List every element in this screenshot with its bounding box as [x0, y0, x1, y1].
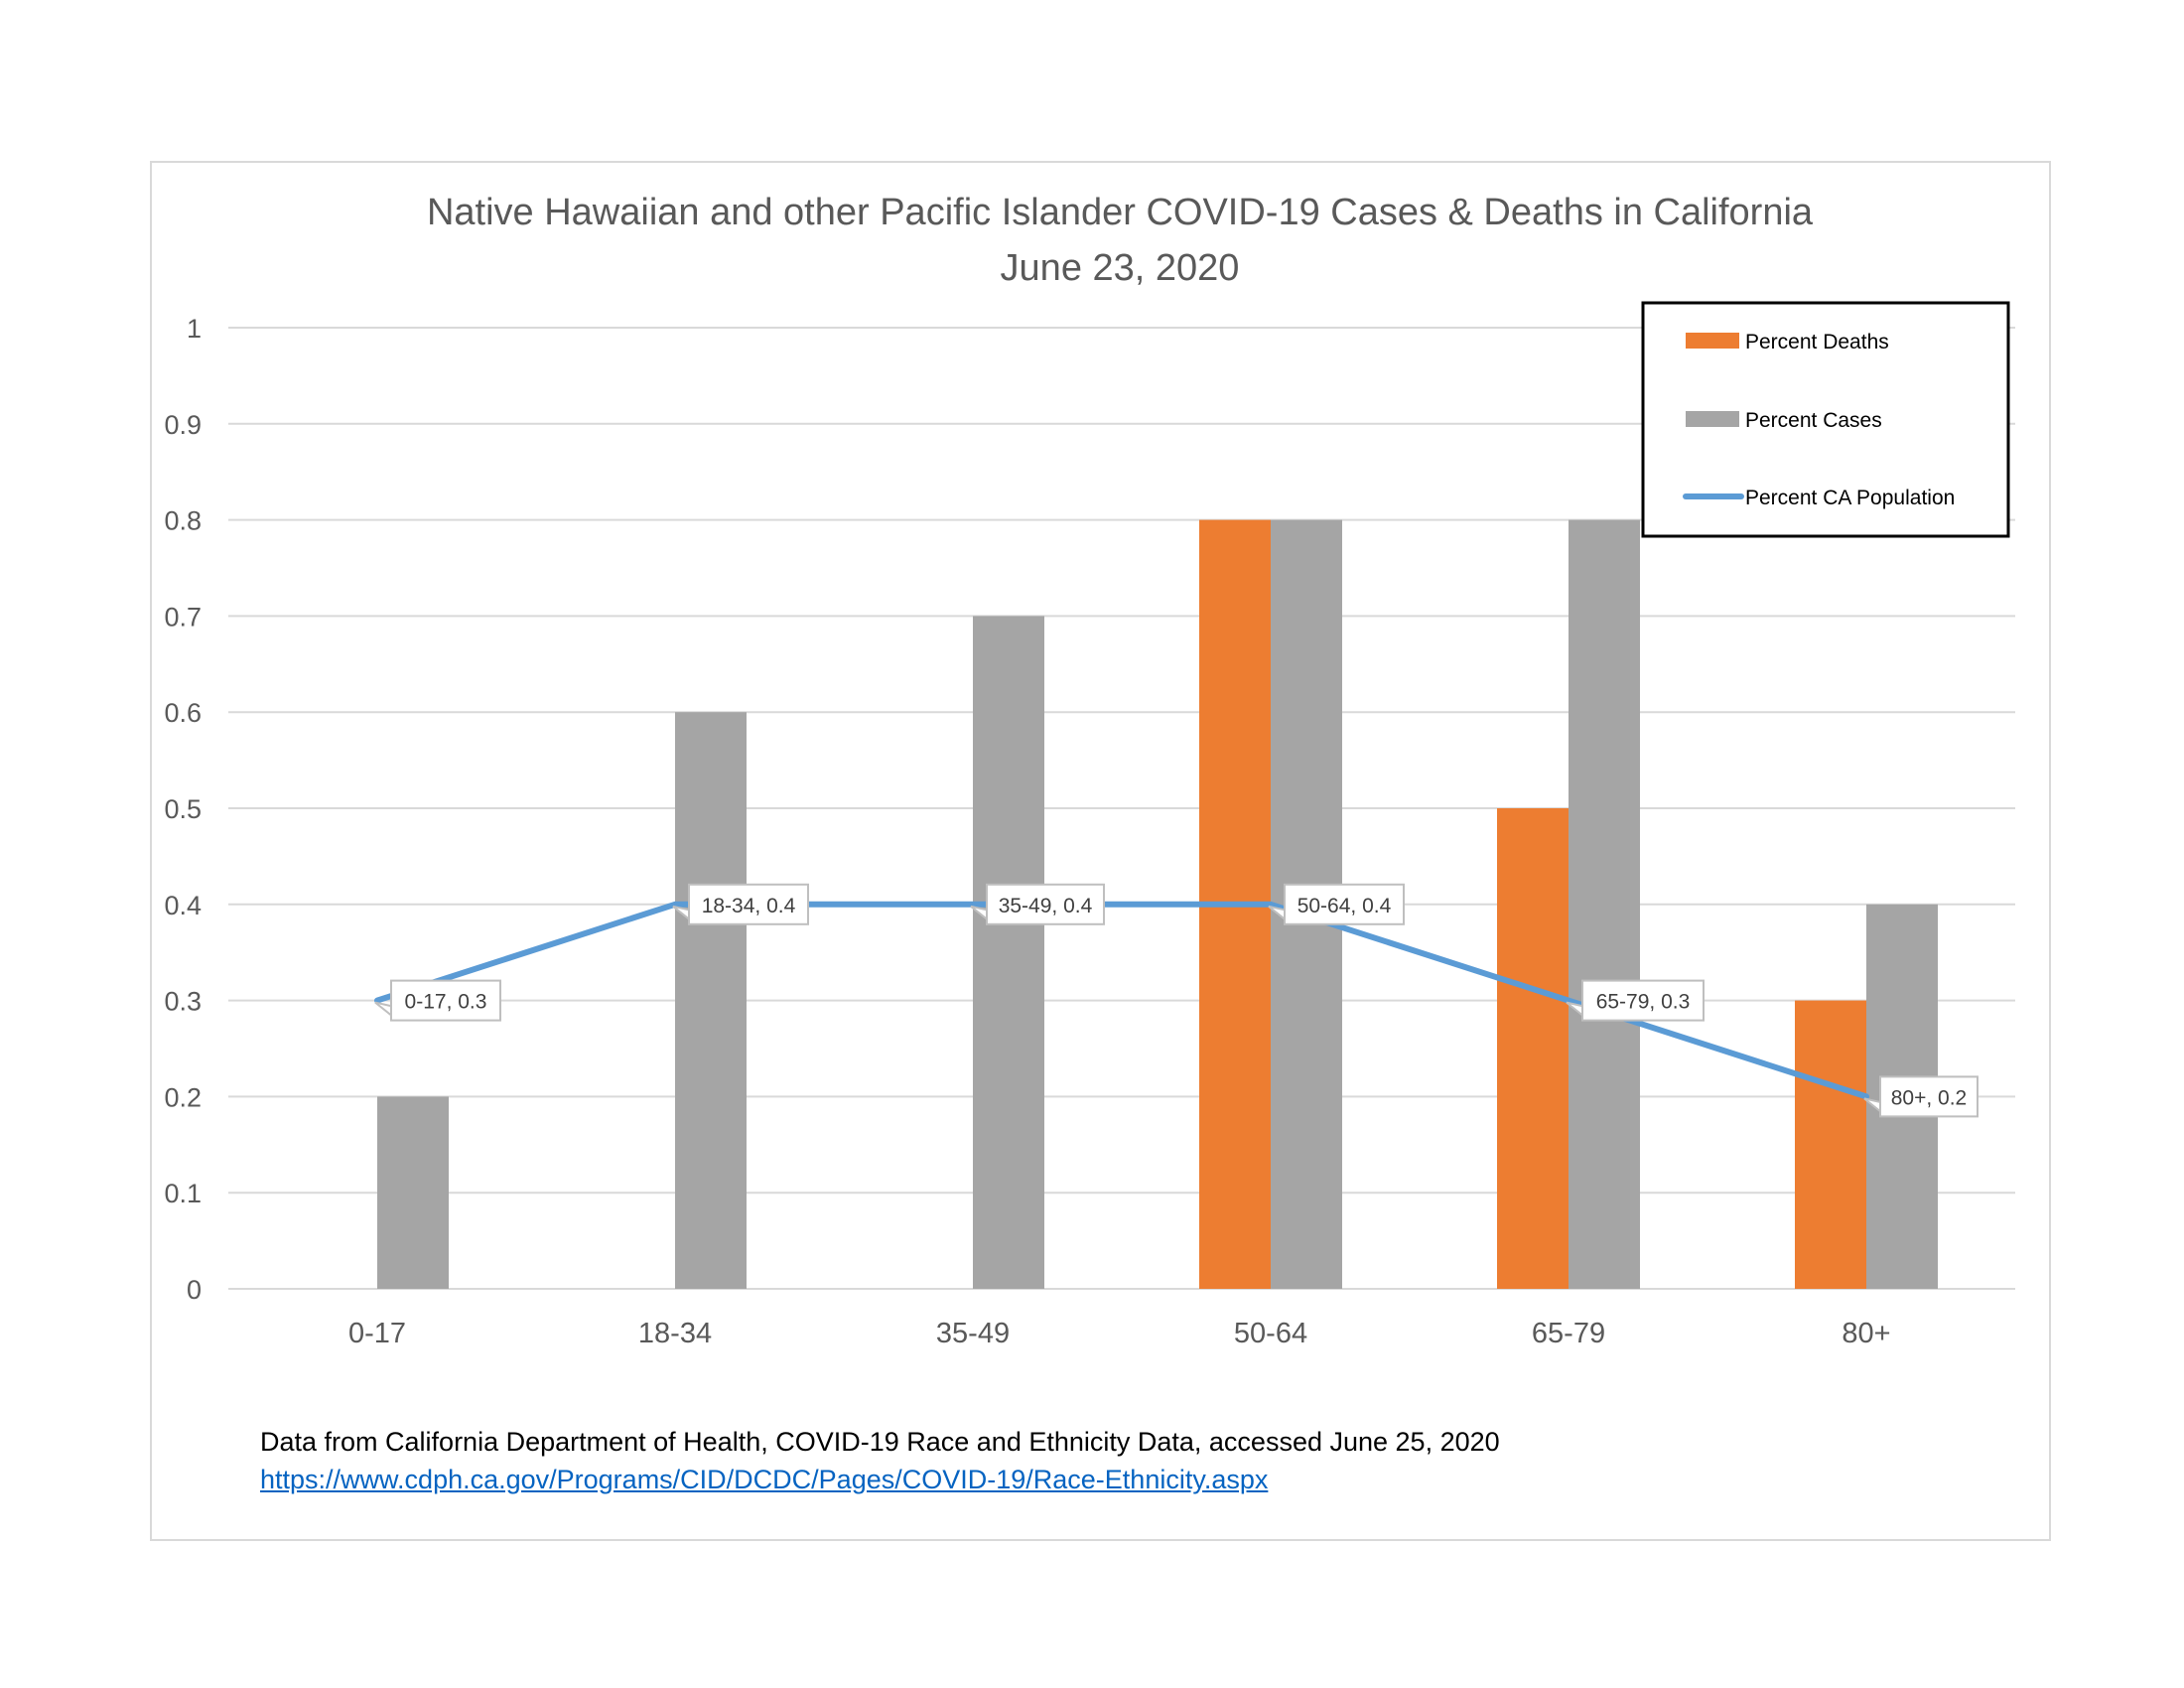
y-tick-label: 0.9 — [164, 410, 202, 440]
legend-label: Percent Cases — [1745, 409, 1882, 432]
chart-subtitle: June 23, 2020 — [1001, 247, 1240, 289]
legend-swatch-deaths — [1686, 333, 1739, 349]
bar-percent-cases — [973, 616, 1044, 1289]
y-axis-ticks: 0 0.1 0.2 0.3 0.4 0.5 0.6 0.7 0.8 0.9 1 — [164, 314, 202, 1305]
x-tick-label: 65-79 — [1532, 1318, 1605, 1349]
data-label-box — [1879, 1075, 1979, 1118]
data-label-text: 35-49, 0.4 — [999, 895, 1093, 917]
x-tick-label: 50-64 — [1234, 1318, 1307, 1349]
x-tick-label: 18-34 — [638, 1318, 712, 1349]
data-label-text: 80+, 0.2 — [1891, 1086, 1967, 1109]
y-tick-label: 0 — [187, 1275, 202, 1305]
data-label-box — [986, 883, 1105, 925]
bar-percent-deaths — [1497, 808, 1569, 1289]
legend-item: Percent Deaths — [1686, 331, 1889, 353]
data-label-text: 18-34, 0.4 — [702, 895, 796, 917]
x-tick-label: 0-17 — [348, 1318, 406, 1349]
data-label-text: 50-64, 0.4 — [1297, 895, 1392, 917]
y-tick-label: 0.6 — [164, 698, 202, 728]
x-axis-ticks: 0-17 18-34 35-49 50-64 65-79 80+ — [348, 1318, 1891, 1349]
data-label: 65-79, 0.3 — [1566, 979, 1705, 1022]
source-link[interactable]: https://www.cdph.ca.gov/Programs/CID/DCD… — [260, 1465, 1269, 1494]
y-tick-label: 0.1 — [164, 1179, 202, 1208]
legend-item: Percent Cases — [1686, 409, 1882, 432]
data-label-text: 65-79, 0.3 — [1596, 991, 1691, 1014]
source-note: Data from California Department of Healt… — [260, 1427, 1500, 1457]
data-label: 18-34, 0.4 — [672, 883, 809, 925]
data-label-box — [1581, 979, 1705, 1022]
legend-item: Percent CA Population — [1683, 487, 1955, 509]
data-label: 35-49, 0.4 — [970, 883, 1105, 925]
legend-label: Percent CA Population — [1745, 487, 1955, 509]
y-tick-label: 0.2 — [164, 1082, 202, 1112]
bar-percent-cases — [377, 1096, 449, 1289]
bar-percent-deaths — [1795, 1000, 1866, 1289]
bar-percent-cases — [675, 712, 747, 1289]
legend-label: Percent Deaths — [1745, 331, 1889, 353]
x-tick-label: 80+ — [1842, 1318, 1890, 1349]
legend: Percent Deaths Percent Cases Percent CA Po… — [1641, 301, 2010, 538]
legend-swatch-cases — [1686, 411, 1739, 427]
y-tick-label: 0.4 — [164, 891, 202, 920]
x-tick-label: 35-49 — [936, 1318, 1010, 1349]
bar-percent-cases — [1569, 519, 1640, 1289]
data-label-text: 0-17, 0.3 — [405, 991, 487, 1014]
y-tick-label: 0.7 — [164, 602, 202, 632]
data-label-box — [390, 979, 501, 1022]
data-label-box — [1284, 883, 1405, 925]
data-labels: 0-17, 0.3 18-34, 0.4 35-49, 0.4 50-64, 0.4 6… — [374, 883, 1979, 1118]
data-label: 50-64, 0.4 — [1268, 883, 1405, 925]
y-tick-label: 0.5 — [164, 794, 202, 824]
y-tick-label: 0.3 — [164, 987, 202, 1017]
data-label-box — [688, 883, 809, 925]
data-label: 80+, 0.2 — [1863, 1075, 1979, 1118]
y-tick-label: 1 — [187, 314, 202, 344]
y-tick-label: 0.8 — [164, 506, 202, 536]
chart-title: Native Hawaiian and other Pacific Island… — [427, 192, 1814, 233]
data-label: 0-17, 0.3 — [374, 979, 501, 1022]
